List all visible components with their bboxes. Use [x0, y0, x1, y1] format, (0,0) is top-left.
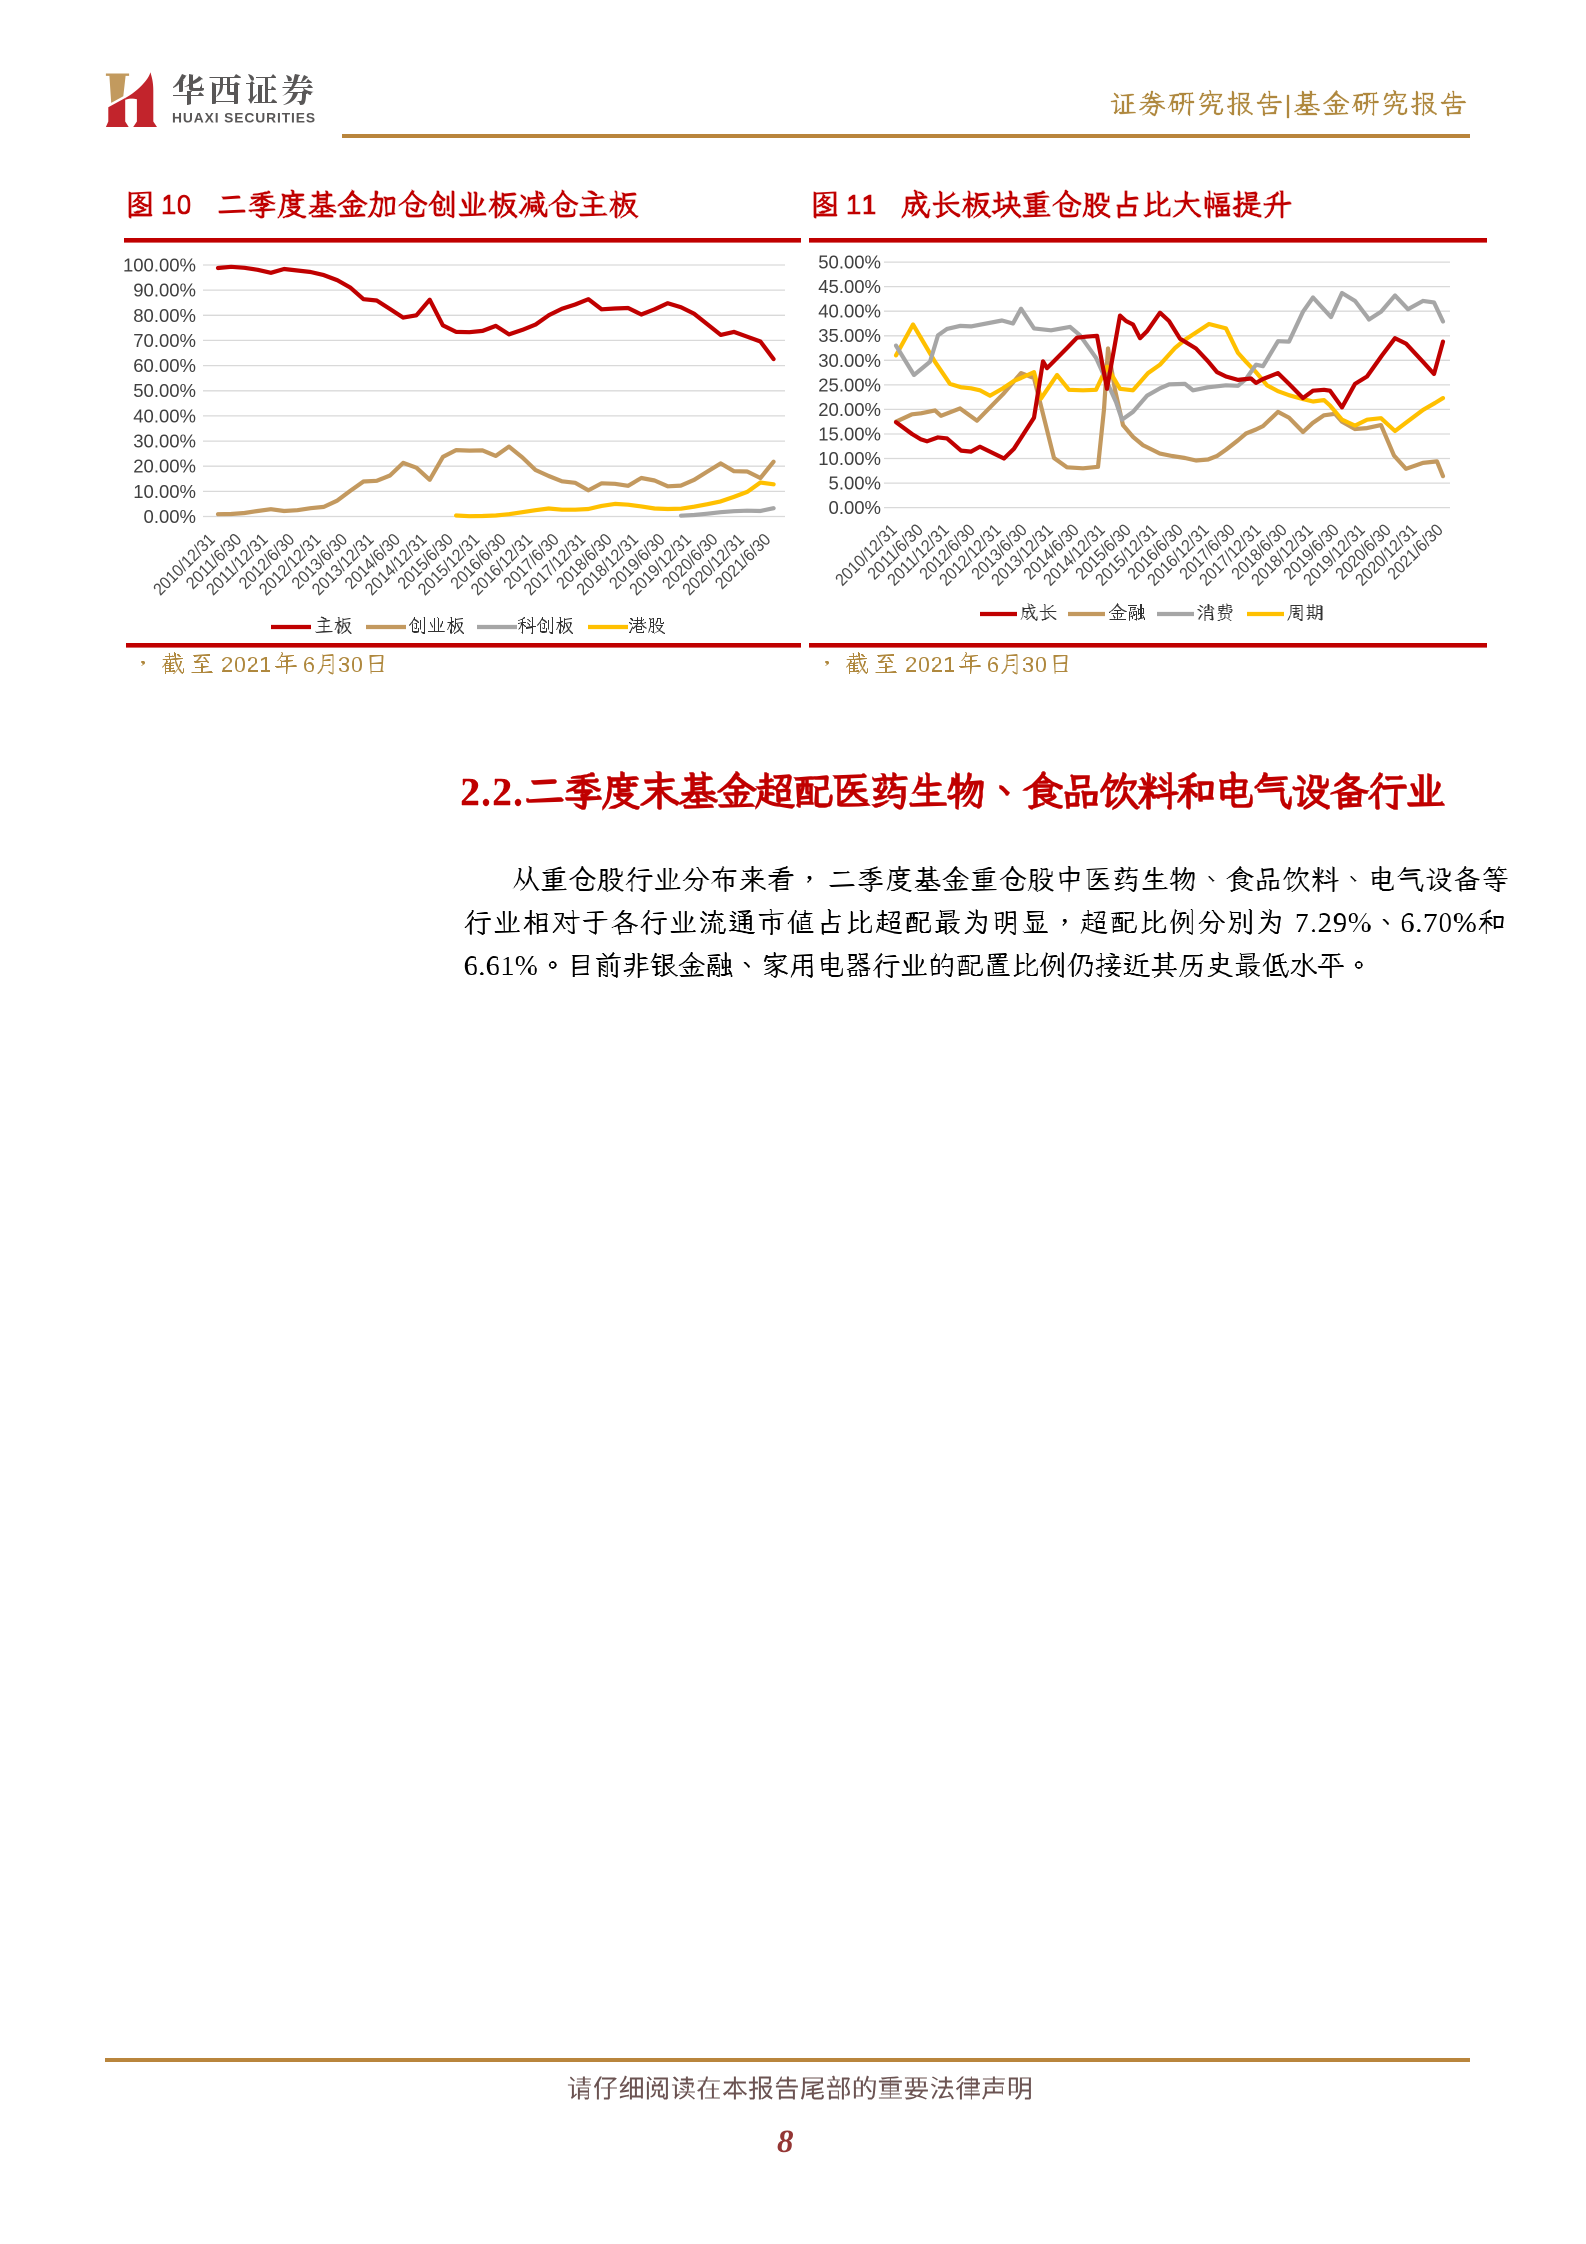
- svg-text:30.00%: 30.00%: [133, 431, 196, 452]
- svg-text:20.00%: 20.00%: [133, 456, 196, 477]
- svg-text:50.00%: 50.00%: [818, 252, 881, 273]
- svg-text:90.00%: 90.00%: [133, 280, 196, 301]
- svg-text:HUAXI SECURITIES: HUAXI SECURITIES: [172, 111, 316, 126]
- svg-text:45.00%: 45.00%: [818, 276, 881, 297]
- svg-text:10.00%: 10.00%: [133, 481, 196, 502]
- svg-text:5.00%: 5.00%: [829, 473, 881, 494]
- svg-text:40.00%: 40.00%: [818, 301, 881, 322]
- svg-text:50.00%: 50.00%: [133, 380, 196, 401]
- svg-text:35.00%: 35.00%: [818, 325, 881, 346]
- svg-text:25.00%: 25.00%: [818, 374, 881, 395]
- svg-text:20.00%: 20.00%: [818, 399, 881, 420]
- svg-text:0.00%: 0.00%: [144, 506, 196, 527]
- svg-text:70.00%: 70.00%: [133, 330, 196, 351]
- svg-text:30.00%: 30.00%: [818, 350, 881, 371]
- svg-text:60.00%: 60.00%: [133, 355, 196, 376]
- svg-text:40.00%: 40.00%: [133, 405, 196, 426]
- svg-text:100.00%: 100.00%: [123, 255, 196, 276]
- svg-text:0.00%: 0.00%: [829, 497, 881, 518]
- svg-text:10.00%: 10.00%: [818, 448, 881, 469]
- svg-text:8: 8: [777, 2124, 794, 2160]
- svg-text:80.00%: 80.00%: [133, 305, 196, 326]
- svg-text:15.00%: 15.00%: [818, 424, 881, 445]
